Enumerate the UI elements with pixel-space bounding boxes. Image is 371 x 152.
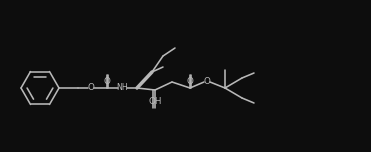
Text: OH: OH bbox=[148, 97, 162, 105]
Text: O: O bbox=[204, 78, 210, 86]
Text: O: O bbox=[88, 83, 95, 93]
Text: O: O bbox=[187, 78, 193, 86]
Text: NH: NH bbox=[116, 83, 128, 93]
Text: O: O bbox=[104, 78, 111, 86]
